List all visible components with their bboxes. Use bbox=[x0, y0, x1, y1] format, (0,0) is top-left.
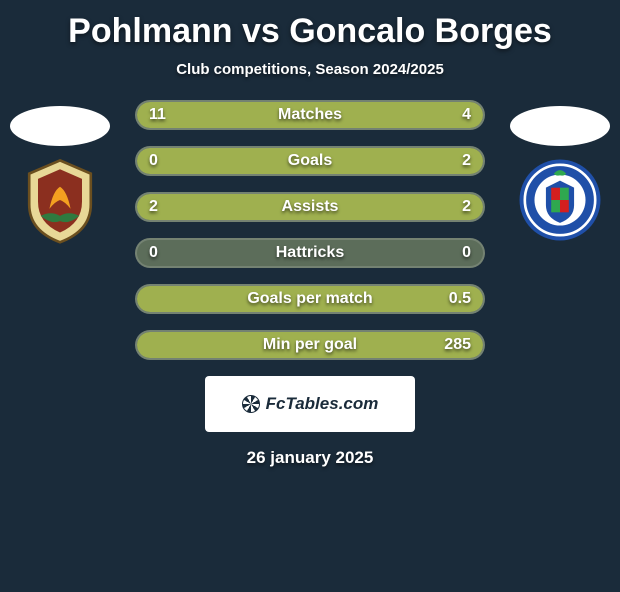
team-right-crest bbox=[516, 156, 604, 244]
stat-value-left: 2 bbox=[149, 192, 158, 222]
shield-icon bbox=[16, 156, 104, 244]
team-left-crest bbox=[16, 156, 104, 244]
date-label: 26 january 2025 bbox=[0, 448, 620, 468]
attribution-text: FcTables.com bbox=[266, 394, 379, 414]
player-left-avatar bbox=[10, 106, 110, 146]
stat-label: Min per goal bbox=[135, 330, 485, 360]
stat-value-right: 2 bbox=[462, 146, 471, 176]
stat-row: Min per goal285 bbox=[135, 330, 485, 360]
ball-icon bbox=[242, 395, 260, 413]
stat-row: Goals per match0.5 bbox=[135, 284, 485, 314]
stat-value-right: 2 bbox=[462, 192, 471, 222]
stat-value-left: 0 bbox=[149, 238, 158, 268]
stat-value-right: 0.5 bbox=[449, 284, 471, 314]
stat-label: Assists bbox=[135, 192, 485, 222]
stat-value-right: 0 bbox=[462, 238, 471, 268]
shield-icon bbox=[516, 156, 604, 244]
page-subtitle: Club competitions, Season 2024/2025 bbox=[0, 61, 620, 78]
stat-label: Matches bbox=[135, 100, 485, 130]
comparison-content: Matches114Goals02Assists22Hattricks00Goa… bbox=[0, 100, 620, 468]
stat-value-left: 0 bbox=[149, 146, 158, 176]
stat-row: Goals0 2 bbox=[135, 146, 485, 176]
stat-value-right: 4 bbox=[462, 100, 471, 130]
stat-label: Goals per match bbox=[135, 284, 485, 314]
player-right-avatar bbox=[510, 106, 610, 146]
stat-label: Goals bbox=[135, 146, 485, 176]
attribution-badge: FcTables.com bbox=[205, 376, 415, 432]
stat-value-right: 285 bbox=[444, 330, 471, 360]
stat-row: Hattricks0 0 bbox=[135, 238, 485, 268]
stat-label: Hattricks bbox=[135, 238, 485, 268]
page-title: Pohlmann vs Goncalo Borges bbox=[0, 12, 620, 51]
stat-row: Matches11 4 bbox=[135, 100, 485, 130]
stats-list: Matches114Goals02Assists22Hattricks00Goa… bbox=[135, 100, 485, 360]
stat-value-left: 11 bbox=[149, 100, 166, 130]
stat-row: Assists2 2 bbox=[135, 192, 485, 222]
